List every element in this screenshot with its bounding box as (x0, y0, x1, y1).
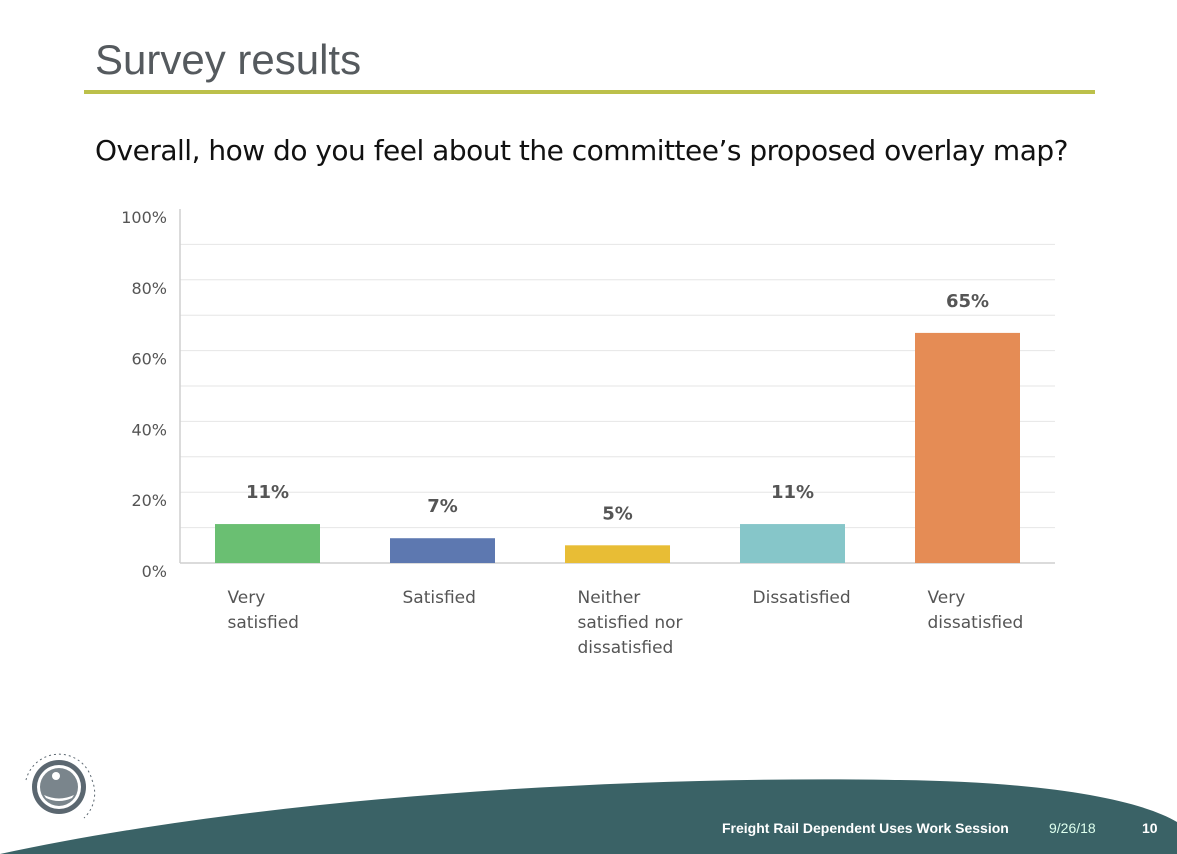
chart-title: Overall, how do you feel about the commi… (95, 134, 1069, 167)
y-tick-label: 0% (142, 562, 167, 581)
y-tick-label: 20% (131, 491, 167, 510)
bar-4 (915, 332, 1020, 563)
footer-date: 9/26/18 (1049, 820, 1096, 836)
bar-3 (740, 524, 845, 563)
bar-2 (565, 545, 670, 563)
y-tick-label: 100% (121, 208, 167, 227)
footer-band (0, 779, 1177, 854)
x-tick-label: satisfied (228, 613, 299, 633)
title-divider (84, 90, 1095, 94)
bar-chart: 0% 20% 40% 60% 80% 100% 11% Very satisfied 7% Sati… (121, 208, 1055, 658)
data-label: 7% (427, 496, 458, 517)
x-tick-label: Dissatisfied (753, 588, 851, 608)
x-tick-label: Very (228, 588, 266, 608)
bar-1 (390, 538, 495, 563)
footer-title: Freight Rail Dependent Uses Work Session (722, 820, 1009, 836)
x-tick-label: Very (928, 588, 966, 608)
clark-county-logo (25, 753, 96, 819)
y-tick-label: 40% (131, 420, 167, 439)
x-tick-label: Neither (578, 588, 641, 608)
x-tick-label: satisfied nor (578, 613, 683, 633)
x-tick-label: dissatisfied (578, 638, 674, 658)
data-label: 65% (946, 291, 989, 312)
slide-title: Survey results (95, 36, 362, 83)
x-tick-label: Satisfied (403, 588, 476, 608)
data-label: 11% (246, 482, 289, 503)
page-number: 10 (1142, 820, 1158, 836)
data-label: 5% (602, 503, 633, 524)
x-tick-label: dissatisfied (928, 613, 1024, 633)
bar-0 (215, 524, 320, 563)
y-tick-label: 80% (131, 279, 167, 298)
data-label: 11% (771, 482, 814, 503)
y-tick-label: 60% (131, 350, 167, 369)
